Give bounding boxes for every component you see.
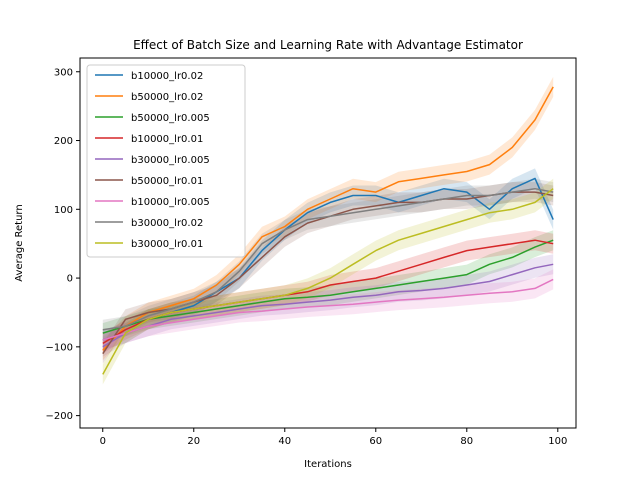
x-tick-label: 0 [100,436,106,447]
series-line [102,188,554,375]
y-axis-ticks: −200 −100 0 100 200 300 [46,67,80,422]
x-tick-label: 40 [278,436,291,447]
legend-label: b30000_lr0.005 [131,155,210,166]
y-tick-label: −100 [46,342,73,353]
x-tick-label: 100 [548,436,567,447]
x-tick-label: 20 [187,436,200,447]
series-line [102,187,554,331]
x-axis-label: Iterations [304,459,352,470]
y-tick-label: 200 [54,136,73,147]
series-line [102,239,554,334]
x-tick-label: 80 [460,436,473,447]
legend-label: b50000_lr0.005 [131,113,210,124]
series-line [102,177,554,341]
y-tick-label: 300 [54,67,73,78]
legend-label: b50000_lr0.01 [131,176,203,187]
series-band [102,178,554,340]
series-band [102,182,554,364]
y-tick-label: 0 [67,274,73,285]
y-tick-label: 100 [54,205,73,216]
legend-label: b10000_lr0.02 [131,71,203,82]
legend: b10000_lr0.02 b50000_lr0.02 b50000_lr0.005… [86,64,246,258]
series-lines [102,86,554,375]
legend-label: b50000_lr0.02 [131,92,203,103]
series-band [102,178,554,385]
legend-label: b30000_lr0.01 [131,239,203,250]
series-line [102,278,554,341]
chart-title: Effect of Batch Size and Learning Rate w… [133,38,523,52]
series-band [102,76,554,361]
series-band [102,230,554,354]
legend-label: b10000_lr0.005 [131,197,210,208]
series-band [102,230,554,344]
plot-area-frame [79,57,577,429]
legend-label: b30000_lr0.02 [131,218,203,229]
y-axis-label: Average Return [14,204,25,281]
x-tick-label: 60 [369,436,382,447]
series-band [102,269,554,350]
series-band [102,168,554,350]
x-axis-ticks: 0 20 40 60 80 100 [100,428,567,447]
legend-label: b10000_lr0.01 [131,134,203,145]
series-line [102,263,554,348]
y-tick-label: −200 [46,411,73,422]
series-line [102,86,554,351]
legend-frame [86,64,246,258]
